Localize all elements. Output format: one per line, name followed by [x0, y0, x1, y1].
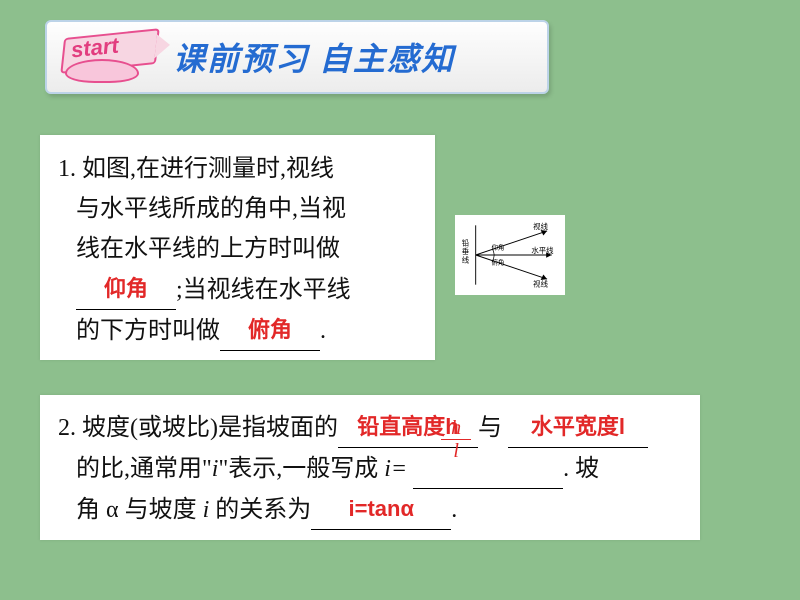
- q2-i-eq: i=: [378, 456, 407, 482]
- q1-seg3: 线在水平线的上方时叫做: [76, 236, 340, 262]
- q2-answer-2: 水平宽度l: [531, 414, 625, 439]
- page-canvas: start 课前预习 自主感知 1. 如图,在进行测量时,视线 与水平线所成的角…: [0, 0, 800, 600]
- q2-seg5a: 角 α 与坡度: [76, 497, 203, 523]
- q1-period: .: [320, 318, 326, 344]
- question-2-card: 2. 坡度(或坡比)是指坡面的铅直高度h与 水平宽度l 的比,通常用"i"表示,…: [40, 395, 700, 540]
- q2-seg3b: "表示,一般写成: [218, 456, 378, 482]
- q2-seg4: . 坡: [563, 456, 599, 482]
- q2-blank-fraction: h l: [413, 448, 563, 489]
- q2-seg1: 坡度(或坡比)是指坡面的: [82, 415, 338, 441]
- q2-seg5b: 的关系为: [209, 497, 311, 523]
- header-banner: start 课前预习 自主感知: [45, 20, 549, 94]
- fraction-num: h: [441, 418, 471, 440]
- q1-number: 1.: [58, 156, 76, 182]
- diagram-svg: 铅 垂 线 视线 水平线 视线 仰角 俯角: [459, 219, 561, 291]
- svg-text:线: 线: [462, 254, 470, 264]
- q1-answer-2: 俯角: [248, 317, 292, 342]
- question-1-text: 1. 如图,在进行测量时,视线 与水平线所成的角中,当视 线在水平线的上方时叫做…: [58, 149, 413, 351]
- svg-text:视线: 视线: [533, 221, 548, 231]
- q1-seg2: 与水平线所成的角中,当视: [76, 196, 346, 222]
- q2-blank-3: i=tanα: [311, 489, 451, 530]
- start-badge: start: [55, 27, 165, 87]
- angle-diagram: 铅 垂 线 视线 水平线 视线 仰角 俯角: [455, 215, 565, 295]
- q2-seg2: 与: [478, 415, 502, 441]
- svg-text:仰角: 仰角: [491, 242, 504, 251]
- svg-text:俯角: 俯角: [491, 257, 504, 266]
- question-2-text: 2. 坡度(或坡比)是指坡面的铅直高度h与 水平宽度l 的比,通常用"i"表示,…: [58, 407, 680, 530]
- q1-blank-1: 仰角: [76, 269, 176, 310]
- question-1-card: 1. 如图,在进行测量时,视线 与水平线所成的角中,当视 线在水平线的上方时叫做…: [40, 135, 435, 360]
- q1-seg4: ;当视线在水平线: [176, 277, 351, 303]
- cloud-shape: [65, 59, 139, 83]
- q2-seg3: 的比,通常用": [76, 456, 212, 482]
- svg-text:水平线: 水平线: [531, 245, 554, 255]
- q2-fraction: h l: [441, 418, 471, 461]
- q1-seg5: 的下方时叫做: [76, 318, 220, 344]
- q1-blank-2: 俯角: [220, 310, 320, 351]
- q2-blank-2: 水平宽度l: [508, 407, 648, 448]
- q2-period: .: [451, 497, 457, 523]
- q2-answer-3: i=tanα: [349, 496, 414, 521]
- fraction-den: l: [441, 440, 471, 461]
- q1-seg1: 如图,在进行测量时,视线: [82, 156, 334, 182]
- q2-number: 2.: [58, 415, 76, 441]
- q1-answer-1: 仰角: [104, 276, 148, 301]
- svg-text:视线: 视线: [533, 279, 548, 289]
- banner-title: 课前预习 自主感知: [165, 34, 455, 80]
